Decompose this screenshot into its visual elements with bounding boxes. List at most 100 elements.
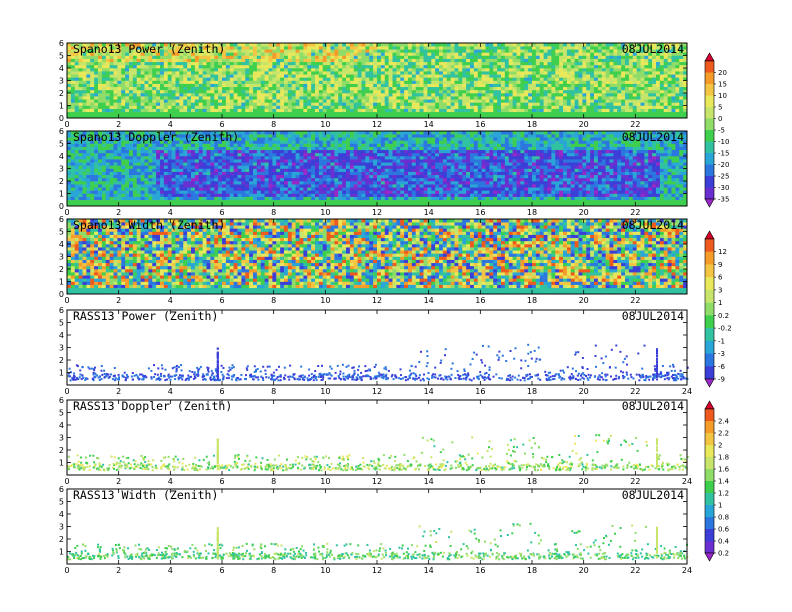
heatmap-cell	[648, 114, 653, 119]
heatmap-cell	[605, 68, 610, 72]
heatmap-cell	[67, 152, 72, 157]
heatmap-cell	[187, 184, 192, 188]
heatmap-cell	[245, 58, 250, 63]
heatmap-cell	[163, 46, 169, 50]
heatmap-cell	[586, 86, 591, 91]
heatmap-cell	[628, 89, 634, 94]
heatmap-cell	[222, 184, 227, 188]
heatmap-cell	[129, 46, 134, 50]
heatmap-cell	[423, 108, 428, 113]
heatmap-cell	[520, 93, 525, 97]
heatmap-cell	[249, 49, 254, 53]
heatmap-cell	[473, 68, 479, 72]
heatmap-cell	[632, 49, 637, 53]
heatmap-cell	[373, 111, 378, 116]
heatmap-cell	[671, 43, 676, 47]
heatmap-cell	[70, 174, 76, 179]
heatmap-cell	[90, 52, 95, 56]
heatmap-cell	[454, 71, 459, 75]
heatmap-cell	[652, 43, 657, 47]
heatmap-cell	[659, 105, 665, 109]
heatmap-cell	[218, 131, 223, 135]
heatmap-cell	[136, 174, 141, 179]
heatmap-cell	[272, 86, 277, 91]
heatmap-cell	[334, 58, 339, 63]
heatmap-cell	[187, 140, 192, 144]
heatmap-cell	[218, 177, 223, 182]
heatmap-cell	[78, 64, 83, 69]
heatmap-cell	[105, 187, 110, 191]
heatmap-cell	[229, 196, 234, 201]
heatmap-cell	[222, 61, 227, 66]
heatmap-cell	[621, 83, 626, 88]
heatmap-cell	[249, 83, 254, 88]
heatmap-cell	[291, 108, 296, 113]
heatmap-cell	[67, 58, 72, 63]
heatmap-cell	[117, 80, 122, 84]
heatmap-cell	[361, 114, 366, 119]
heatmap-cell	[136, 184, 141, 188]
heatmap-cell	[109, 165, 114, 169]
heatmap-cell	[640, 80, 645, 84]
heatmap-cell	[493, 96, 498, 100]
heatmap-cell	[210, 58, 215, 63]
heatmap-cell	[198, 49, 203, 53]
heatmap-cell	[132, 102, 138, 106]
heatmap-cell	[671, 96, 676, 100]
heatmap-cell	[353, 102, 358, 106]
heatmap-cell	[163, 152, 169, 157]
heatmap-cell	[179, 111, 184, 116]
heatmap-cell	[458, 74, 463, 78]
heatmap-cell	[113, 146, 118, 151]
x-tick-label: 6	[219, 120, 224, 129]
heatmap-cell	[198, 177, 203, 182]
heatmap-cell	[222, 49, 227, 53]
heatmap-cell	[179, 146, 184, 151]
heatmap-cell	[140, 196, 145, 201]
heatmap-cell	[656, 83, 661, 88]
heatmap-cell	[167, 193, 172, 197]
heatmap-cell	[524, 83, 529, 88]
heatmap-cell	[129, 114, 134, 119]
heatmap-cell	[539, 68, 544, 72]
heatmap-cell	[109, 89, 114, 94]
heatmap-cell	[70, 137, 76, 141]
heatmap-cell	[82, 55, 87, 59]
heatmap-cell	[152, 152, 157, 157]
heatmap-cell	[361, 83, 366, 88]
heatmap-cell	[175, 140, 180, 144]
heatmap-cell	[82, 46, 87, 50]
heatmap-cell	[78, 99, 83, 103]
heatmap-cell	[260, 83, 265, 88]
heatmap-cell	[256, 96, 262, 100]
heatmap-cell	[559, 108, 564, 113]
heatmap-cell	[303, 83, 308, 88]
heatmap-cell	[194, 80, 200, 84]
heatmap-cell	[342, 83, 347, 88]
heatmap-cell	[74, 64, 79, 69]
heatmap-cell	[404, 102, 409, 106]
heatmap-cell	[74, 111, 79, 116]
heatmap-cell	[287, 80, 293, 84]
heatmap-cell	[349, 55, 355, 59]
heatmap-cell	[342, 114, 347, 119]
heatmap-cell	[140, 165, 145, 169]
heatmap-cell	[287, 55, 293, 59]
heatmap-cell	[90, 71, 95, 75]
heatmap-cell	[241, 114, 246, 119]
heatmap-cell	[218, 46, 223, 50]
heatmap-cell	[586, 77, 591, 81]
heatmap-cell	[458, 64, 463, 69]
heatmap-cell	[183, 96, 188, 100]
heatmap-cell	[493, 86, 498, 91]
heatmap-cell	[109, 187, 114, 191]
heatmap-cell	[86, 93, 91, 97]
heatmap-cell	[167, 111, 172, 116]
heatmap-cell	[609, 46, 614, 50]
heatmap-cell	[489, 71, 494, 75]
heatmap-cell	[431, 93, 436, 97]
heatmap-cell	[70, 202, 76, 207]
heatmap-cell	[396, 83, 401, 88]
heatmap-cell	[632, 58, 637, 63]
heatmap-cell	[229, 181, 234, 185]
